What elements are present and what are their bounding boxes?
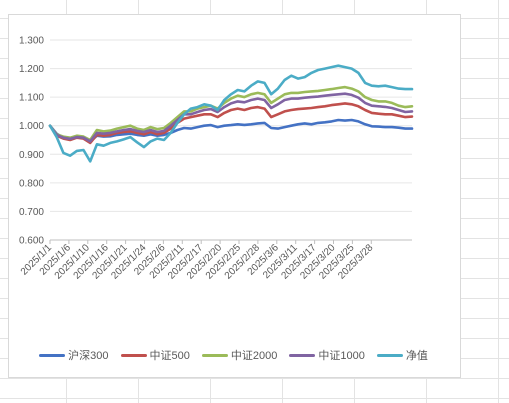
x-axis: 2025/1/12025/1/62025/1/102025/1/162025/1…	[19, 240, 376, 282]
legend-label: 净值	[405, 350, 428, 362]
legend-item: 中证1000	[289, 347, 365, 363]
y-tick-label: 1.300	[19, 36, 44, 47]
chart-area[interactable]	[8, 14, 461, 378]
legend-swatch	[289, 353, 316, 357]
series-line-沪深300	[48, 118, 414, 143]
legend-item: 中证500	[120, 347, 190, 363]
y-tick-label: 1.100	[19, 93, 44, 104]
horizontal-gridlines	[50, 39, 412, 241]
legend-label: 中证500	[149, 350, 190, 362]
y-tick-label: 0.900	[19, 150, 44, 161]
legend-item: 中证2000	[201, 347, 278, 363]
legend-swatch	[39, 353, 66, 357]
series-line-中证1000	[48, 92, 414, 143]
chart-legend: 沪深300 中证500 中证2000 中证1000 净值	[8, 347, 459, 363]
y-tick-label: 0.600	[19, 236, 44, 247]
legend-label: 中证1000	[318, 350, 365, 362]
y-tick-label: 0.800	[19, 178, 44, 189]
series-line-净值	[48, 64, 414, 163]
y-axis: 0.600 0.700 0.800 0.900 1.000 1.100 1.200 1.300	[19, 36, 44, 247]
series-line-中证500	[48, 102, 414, 145]
series-line-中证2000	[48, 85, 414, 142]
legend-item: 净值	[376, 347, 428, 363]
y-tick-label: 1.200	[19, 64, 44, 75]
legend-label: 沪深300	[68, 350, 109, 362]
y-tick-label: 0.700	[19, 207, 44, 218]
legend-swatch	[376, 353, 403, 357]
legend-item: 沪深300	[39, 347, 109, 363]
legend-swatch	[201, 353, 228, 357]
series-lines	[48, 64, 414, 163]
legend-label: 中证2000	[230, 350, 278, 362]
legend-swatch	[120, 353, 147, 357]
y-tick-label: 1.000	[19, 121, 44, 132]
